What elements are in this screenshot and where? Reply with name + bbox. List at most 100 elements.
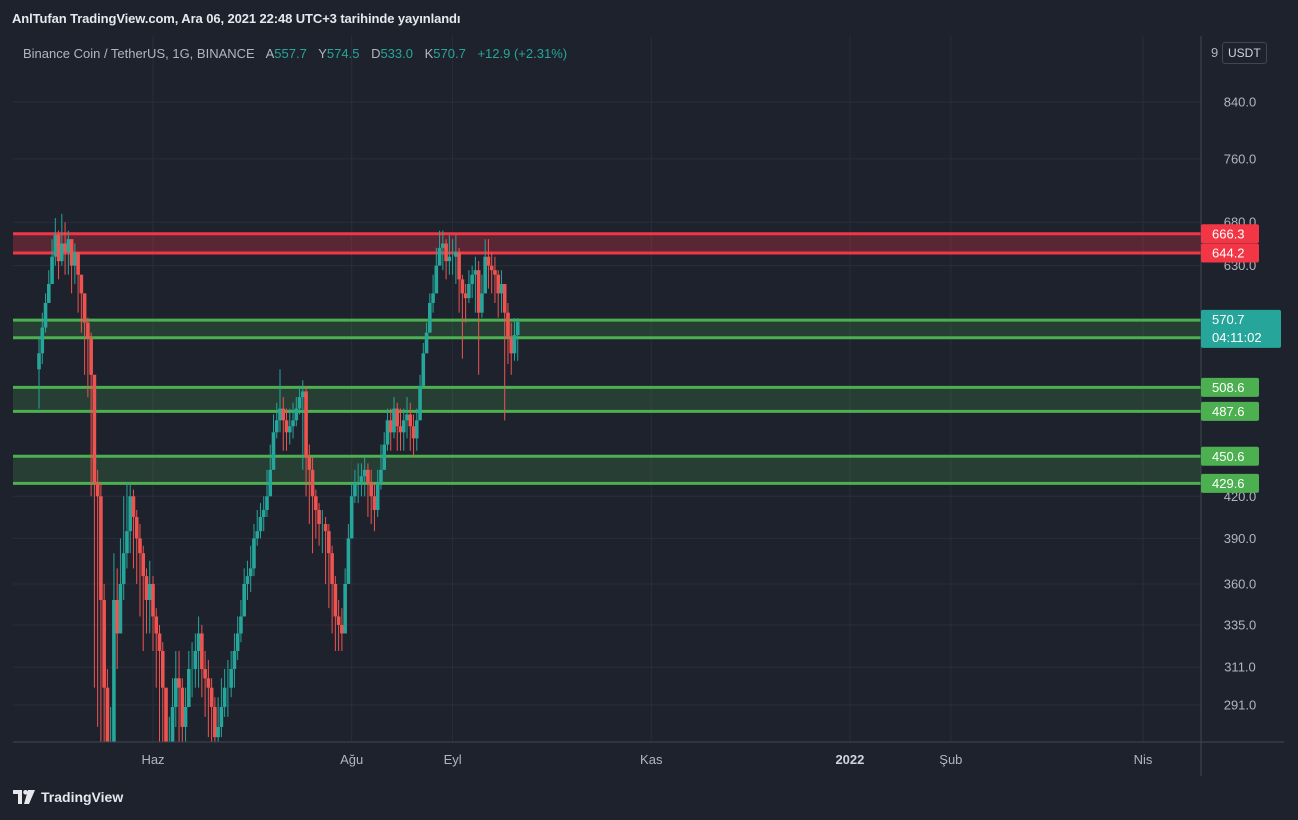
candle-body: [301, 391, 305, 398]
candle-body: [99, 496, 103, 600]
candle-body: [483, 256, 487, 294]
candle-body: [437, 247, 442, 266]
high-label: Y: [318, 46, 327, 61]
price-tick-label: 360.0: [1224, 576, 1257, 591]
time-tick-label: Kas: [640, 752, 663, 767]
candle-body: [297, 397, 302, 409]
candle-body: [206, 678, 211, 688]
time-tick-label: Şub: [939, 752, 962, 767]
price-tick-label: 840.0: [1224, 95, 1257, 110]
currency-selector-button[interactable]: USDT: [1222, 42, 1267, 64]
candle-body: [164, 687, 168, 742]
time-axis[interactable]: Haz Ağu Eyl Kas 2022 Şub Nis: [141, 752, 1152, 767]
last-price-label: 570.7: [1212, 312, 1245, 327]
candle-body: [216, 726, 220, 738]
price-tick-label: 760.0: [1224, 151, 1257, 166]
candle-body: [138, 538, 142, 554]
candle-body: [128, 496, 133, 532]
candle-body: [196, 633, 201, 651]
candle-body: [512, 334, 517, 354]
candle-body: [441, 243, 445, 248]
countdown-label: 04:11:02: [1212, 330, 1262, 345]
candle-body: [82, 293, 87, 323]
resistance-bottom-price-label: 644.2: [1212, 245, 1245, 260]
high-value: 574.5: [326, 46, 360, 61]
candle-body: [89, 337, 93, 375]
candle-body: [379, 469, 383, 483]
candle-body: [333, 583, 338, 617]
candle-body: [493, 270, 497, 275]
time-tick-label: 2022: [835, 752, 864, 767]
candle-body: [434, 265, 439, 294]
candle-body: [268, 469, 273, 497]
candle-body: [56, 234, 61, 262]
candle-body: [118, 583, 123, 634]
candle-body: [86, 322, 90, 338]
candle-body: [160, 650, 165, 688]
candle-body: [134, 516, 139, 539]
time-tick-label: Ağu: [340, 752, 363, 767]
candle-body: [421, 353, 426, 386]
candle-body: [343, 583, 347, 634]
candle-body: [200, 633, 204, 670]
candle-body: [154, 616, 159, 634]
last-price-label-bg: [1201, 309, 1281, 348]
candle-body: [502, 283, 507, 313]
candle-body: [245, 576, 250, 584]
candle-body: [496, 274, 500, 294]
candle-body: [287, 426, 292, 433]
candle-body: [473, 270, 478, 275]
candle-body: [147, 583, 152, 600]
candle-body: [359, 476, 364, 483]
resistance-top-price-label: 666.3: [1212, 226, 1245, 241]
candle-body: [46, 283, 51, 303]
support-resistance-zones: [13, 232, 1201, 485]
candle-body: [388, 420, 393, 433]
candle-body: [401, 420, 406, 433]
support-top-price-label-bg: [1201, 377, 1259, 397]
candle-body: [242, 583, 246, 617]
candle-body: [366, 469, 370, 483]
candle-body: [105, 687, 110, 742]
candle-body: [219, 706, 224, 727]
price-tick-label: 291.0: [1224, 698, 1257, 713]
candle-body: [53, 234, 58, 257]
price-tick-label: 390.0: [1224, 531, 1257, 546]
candle-body: [50, 256, 54, 284]
price-labels: 666.3644.2572.4555.0508.6487.6450.6429.6…: [1201, 224, 1281, 493]
candle-body: [112, 599, 116, 742]
candle-body: [372, 496, 377, 510]
candle-body: [255, 531, 260, 539]
low-label: D: [371, 46, 381, 61]
candle-body: [398, 426, 403, 433]
publish-info-text: AnlTufan TradingView.com, Ara 06, 2021 2…: [12, 11, 461, 26]
candle-body: [261, 509, 266, 517]
candle-body: [284, 420, 289, 433]
candle-body: [151, 583, 155, 617]
candle-body: [125, 531, 129, 554]
candle-body: [76, 252, 80, 275]
candle-body: [193, 650, 198, 670]
candle-body: [414, 420, 419, 439]
candle-body: [444, 243, 448, 262]
support-bottom-price-label-bg: [1201, 473, 1259, 493]
candlestick-series: [37, 213, 520, 742]
candle-body: [509, 337, 514, 354]
candle-body: [177, 678, 181, 688]
support-top-price-label: 450.6: [1212, 449, 1245, 464]
candle-body: [330, 553, 334, 584]
candle-body: [476, 270, 481, 313]
candle-body: [63, 243, 67, 253]
symbol-legend[interactable]: Binance Coin / TetherUS, 1G, BINANCE A55…: [23, 46, 567, 61]
candle-body: [203, 669, 207, 679]
candle-body: [362, 469, 367, 477]
candle-body: [92, 374, 97, 483]
candle-body: [131, 496, 136, 517]
open-value: 557.7: [274, 46, 307, 61]
candle-body: [424, 332, 429, 354]
candle-body: [170, 706, 175, 742]
price-tick-label: 311.0: [1224, 660, 1256, 675]
tradingview-logo[interactable]: TradingView: [13, 789, 123, 805]
candle-body: [369, 482, 373, 497]
